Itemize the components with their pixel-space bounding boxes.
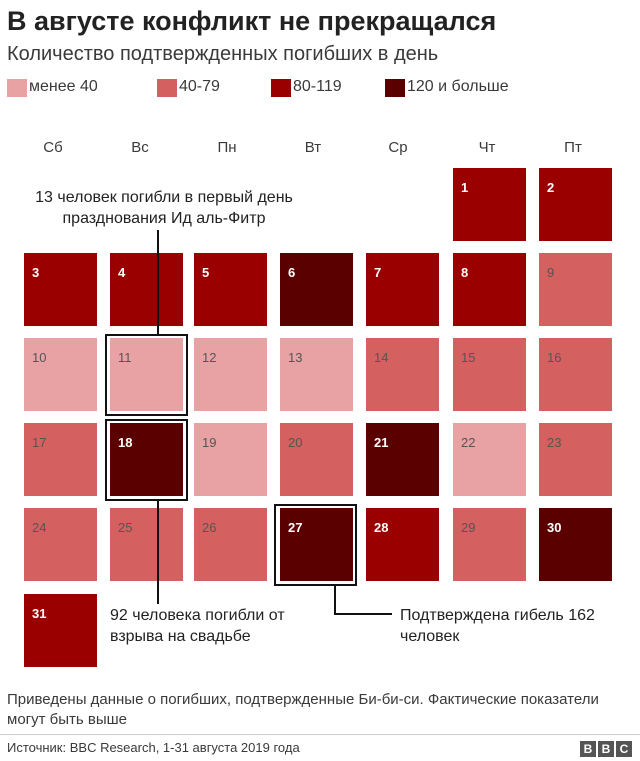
day-number: 30 [547,520,562,535]
weekday-wed: Ср [388,139,408,156]
day-number: 5 [202,265,210,280]
day-cell-14: 14 [366,338,439,411]
day-cell-16: 16 [539,338,612,411]
leader-line-confirmed-horizontal [334,613,392,615]
day-cell-1: 1 [453,168,526,241]
day-cell-7: 7 [366,253,439,326]
day-number: 7 [374,265,382,280]
day-number: 16 [547,350,562,365]
day-cell-4: 4 [110,253,183,326]
day-number: 31 [32,606,47,621]
legend-swatch [157,79,177,97]
leader-line-wedding [157,500,159,604]
legend-label: 40-79 [179,78,220,95]
day-cell-5: 5 [194,253,267,326]
day-cell-8: 8 [453,253,526,326]
day-cell-21: 21 [366,423,439,496]
day-number: 9 [547,265,555,280]
day-number: 23 [547,435,562,450]
weekday-tue: Вт [304,139,322,156]
legend: менее 40 40-79 80-119 120 и больше [0,76,640,102]
day-number: 12 [202,350,217,365]
highlight-frame-day-27 [274,504,357,586]
day-number: 21 [374,435,389,450]
highlight-frame-day-18 [105,419,188,501]
day-number: 20 [288,435,303,450]
day-number: 15 [461,350,476,365]
day-number: 3 [32,265,40,280]
day-cell-29: 29 [453,508,526,581]
footer-divider [0,734,640,735]
day-cell-24: 24 [24,508,97,581]
day-cell-2: 2 [539,168,612,241]
day-cell-22: 22 [453,423,526,496]
day-cell-6: 6 [280,253,353,326]
day-cell-25: 25 [110,508,183,581]
weekday-thu: Чт [478,139,496,156]
day-number: 22 [461,435,476,450]
day-cell-23: 23 [539,423,612,496]
day-number: 10 [32,350,47,365]
day-cell-28: 28 [366,508,439,581]
source-note: Источник: BBC Research, 1-31 августа 201… [7,740,300,755]
day-number: 24 [32,520,47,535]
chart-title: В августе конфликт не прекращался [7,6,497,36]
footnote: Приведены данные о погибших, подтвержден… [7,691,599,728]
day-number: 17 [32,435,47,450]
day-number: 2 [547,180,555,195]
day-number: 18 [118,435,133,450]
day-cell-9: 9 [539,253,612,326]
weekday-sat: Сб [43,139,63,156]
day-number: 27 [288,520,303,535]
highlight-frame-day-11 [105,334,188,416]
day-number: 1 [461,180,469,195]
day-number: 26 [202,520,217,535]
annotation-wedding: 92 человека погибли от взрыва на свадьбе [110,607,285,645]
day-cell-20: 20 [280,423,353,496]
legend-label: 120 и больше [407,78,509,95]
day-cell-31: 31 [24,594,97,667]
day-cell-13: 13 [280,338,353,411]
day-cell-10: 10 [24,338,97,411]
day-number: 11 [118,350,132,365]
day-number: 14 [374,350,389,365]
day-number: 19 [202,435,217,450]
bbc-logo-letter: B [598,741,614,757]
day-number: 28 [374,520,389,535]
weekday-mon: Пн [217,139,237,156]
weekday-fri: Пт [564,139,582,156]
day-number: 4 [118,265,126,280]
day-number: 25 [118,520,133,535]
day-cell-12: 12 [194,338,267,411]
day-cell-19: 19 [194,423,267,496]
legend-label: менее 40 [29,78,98,95]
legend-label: 80-119 [293,78,342,95]
day-number: 6 [288,265,296,280]
day-cell-3: 3 [24,253,97,326]
bbc-logo-letter: B [580,741,596,757]
day-cell-27: 27 [280,508,353,581]
legend-swatch [7,79,27,97]
day-number: 13 [288,350,303,365]
leader-line-confirmed-vertical [334,585,336,615]
day-number: 29 [461,520,476,535]
day-cell-11: 11 [110,338,183,411]
bbc-logo-letter: C [616,741,632,757]
day-cell-17: 17 [24,423,97,496]
legend-swatch [271,79,291,97]
day-cell-18: 18 [110,423,183,496]
chart-subtitle: Количество подтвержденных погибших в ден… [7,43,439,65]
annotation-confirmed: Подтверждена гибель 162 человек [400,607,595,645]
day-cell-15: 15 [453,338,526,411]
day-cell-30: 30 [539,508,612,581]
leader-line-eid [157,230,159,335]
weekday-sun: Вс [131,139,149,156]
day-cell-26: 26 [194,508,267,581]
legend-swatch [385,79,405,97]
annotation-eid: 13 человек погибли в первый день праздно… [35,189,293,227]
day-number: 8 [461,265,469,280]
